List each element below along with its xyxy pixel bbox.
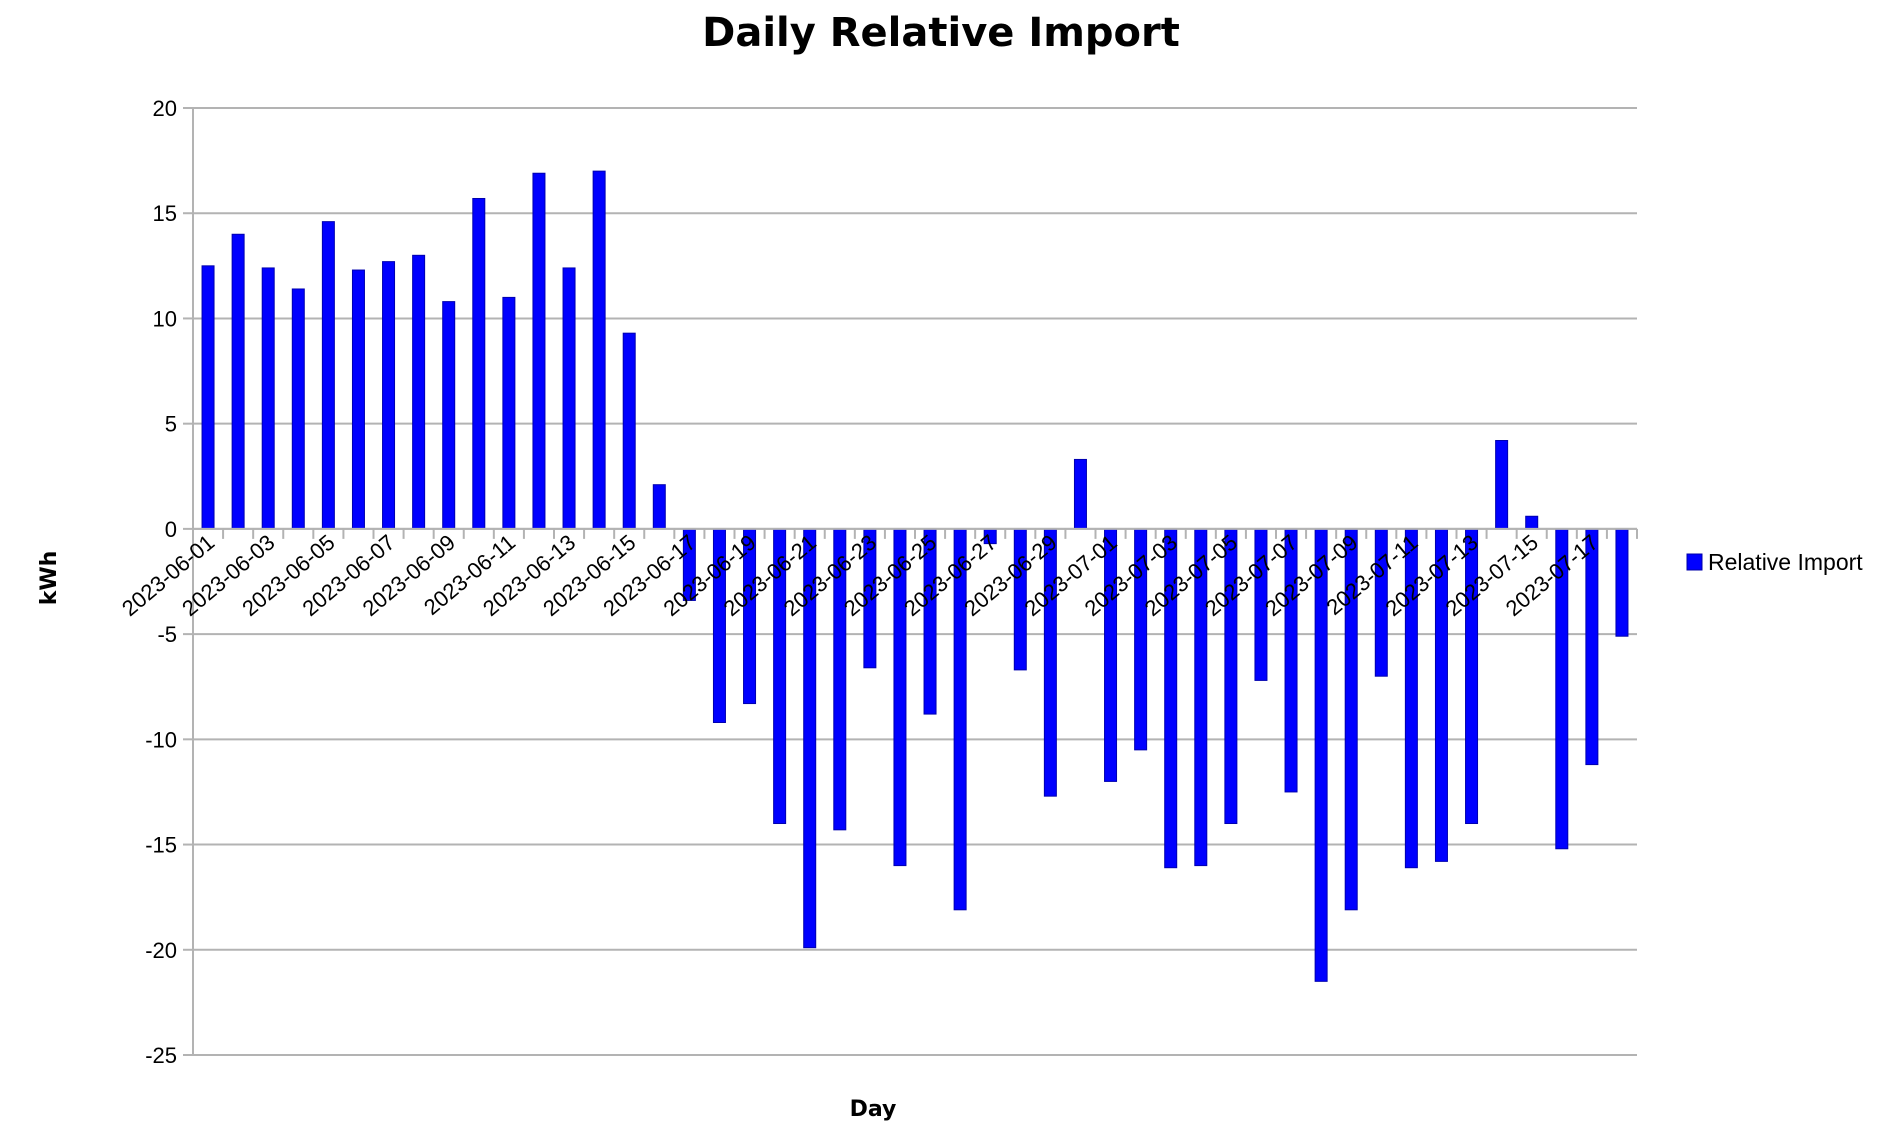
bar-2023-06-04 <box>291 288 305 530</box>
legend-swatch <box>1686 553 1703 571</box>
chart-title: Daily Relative Import <box>702 10 1180 56</box>
bar-2023-07-18 <box>1615 528 1629 637</box>
y-tick-label-2: 10 <box>153 306 177 331</box>
bar-2023-07-07 <box>1284 528 1298 793</box>
y-tick-label-1: 15 <box>153 201 177 226</box>
y-tick-label-8: -20 <box>145 938 177 963</box>
y-tick-label-7: -15 <box>145 833 177 858</box>
bar-2023-06-05 <box>321 221 335 530</box>
bar-2023-06-15 <box>622 332 636 530</box>
y-tick-label-4: 0 <box>165 517 177 542</box>
y-tick-label-0: 20 <box>153 96 177 121</box>
axes <box>183 107 1638 1056</box>
y-tick-label-6: -10 <box>145 727 177 752</box>
bar-2023-06-01 <box>201 265 215 530</box>
bar-2023-07-01 <box>1104 528 1118 782</box>
bar-2023-07-14 <box>1495 440 1509 530</box>
y-tick-label-3: 5 <box>165 412 177 437</box>
bar-2023-06-12 <box>532 172 546 530</box>
y-tick-label-5: -5 <box>157 622 177 647</box>
legend: Relative Import <box>1686 549 1863 575</box>
y-tick-labels: 20 15 10 5 0 -5 -10 -15 -20 -25 <box>145 96 177 1068</box>
bar-2023-06-11 <box>502 296 516 530</box>
x-axis-title: Day <box>850 1097 897 1122</box>
bar-2023-06-13 <box>562 267 576 530</box>
bar-2023-06-29 <box>1043 528 1057 797</box>
y-tick-label-9: -25 <box>145 1043 177 1068</box>
bar-2023-06-30 <box>1073 458 1087 530</box>
bar-2023-07-17 <box>1585 528 1599 766</box>
bar-2023-06-08 <box>412 254 426 530</box>
y-axis-title: kWh <box>37 551 62 606</box>
bar-2023-06-02 <box>231 233 245 530</box>
bar-2023-06-03 <box>261 267 275 530</box>
bar-2023-06-07 <box>382 261 396 530</box>
bar-2023-06-10 <box>472 197 486 530</box>
bar-2023-06-16 <box>652 484 666 530</box>
bar-2023-07-15 <box>1525 515 1539 530</box>
bar-2023-06-14 <box>592 170 606 530</box>
bar-2023-06-09 <box>442 301 456 530</box>
bars <box>201 170 1629 982</box>
bar-2023-06-06 <box>351 269 365 530</box>
legend-label: Relative Import <box>1708 549 1863 575</box>
